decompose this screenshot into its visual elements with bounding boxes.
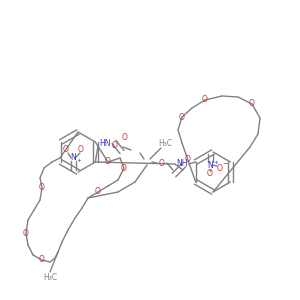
Text: N: N (70, 152, 76, 161)
Text: O: O (159, 158, 165, 167)
Text: O: O (105, 158, 111, 166)
Text: O: O (179, 112, 185, 122)
Text: O: O (217, 164, 223, 172)
Text: O: O (207, 169, 213, 178)
Text: +: + (76, 158, 81, 164)
Text: O: O (95, 188, 101, 196)
Text: O: O (39, 184, 45, 193)
Text: O: O (39, 256, 45, 265)
Text: O: O (122, 133, 128, 142)
Text: HN: HN (99, 140, 111, 148)
Text: O: O (249, 100, 255, 109)
Text: O: O (78, 146, 84, 154)
Text: NH: NH (176, 160, 188, 169)
Text: H₃C: H₃C (158, 140, 172, 148)
Text: O: O (185, 155, 191, 164)
Text: O: O (23, 229, 29, 238)
Text: O: O (121, 164, 127, 172)
Text: O: O (202, 95, 208, 104)
Text: −: − (222, 161, 228, 167)
Text: H₃C: H₃C (43, 272, 57, 281)
Text: N: N (207, 161, 213, 170)
Text: O: O (63, 146, 69, 154)
Text: O: O (112, 142, 118, 151)
Text: +: + (214, 160, 218, 164)
